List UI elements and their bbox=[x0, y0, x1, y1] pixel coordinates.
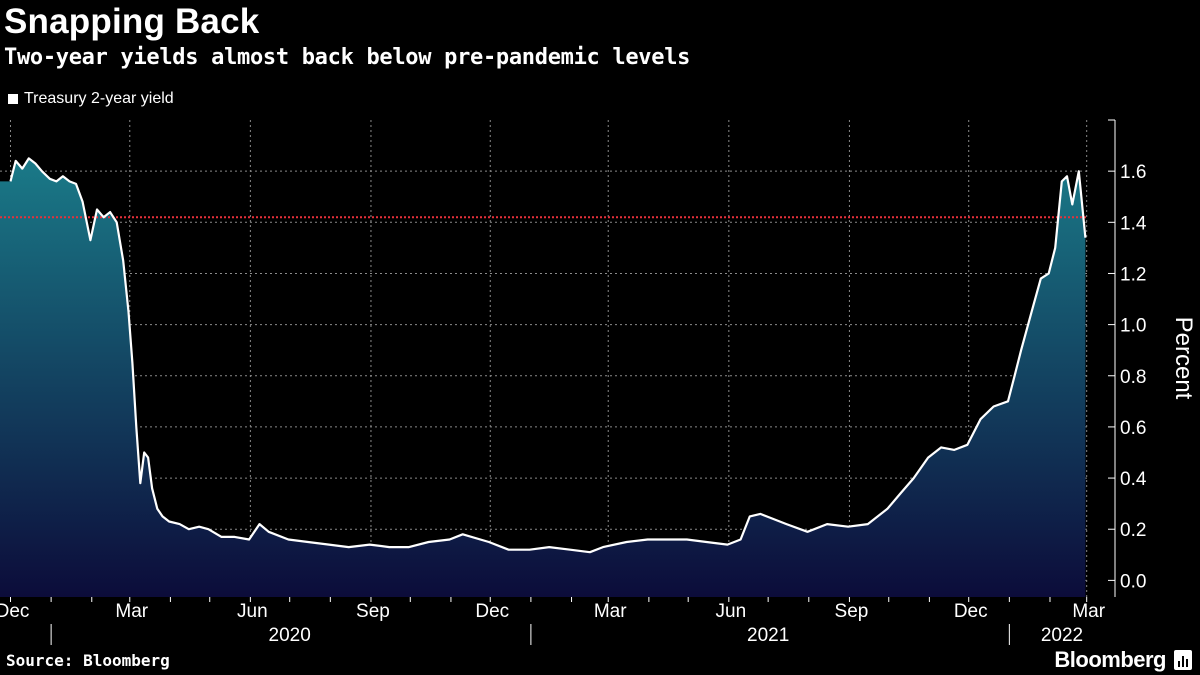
x-year-label: 2020 bbox=[269, 625, 311, 646]
y-tick-label: 0.6 bbox=[1120, 418, 1146, 439]
x-tick-label: Dec bbox=[954, 601, 988, 622]
x-year-label: 2022 bbox=[1041, 625, 1083, 646]
x-tick-label: Sep bbox=[356, 601, 390, 622]
x-year-label: 2021 bbox=[747, 625, 789, 646]
x-tick-label: Jun bbox=[716, 601, 747, 622]
legend-label: Treasury 2-year yield bbox=[24, 90, 174, 107]
y-axis-label: Percent bbox=[1170, 317, 1197, 400]
y-tick-label: 0.4 bbox=[1120, 469, 1147, 490]
y-tick-label: 1.0 bbox=[1120, 316, 1146, 337]
chart-subtitle: Two-year yields almost back below pre-pa… bbox=[4, 45, 691, 70]
y-tick-label: 0.8 bbox=[1120, 367, 1146, 388]
x-tick-label: Dec bbox=[475, 601, 509, 622]
chart-title: Snapping Back bbox=[4, 2, 260, 41]
x-tick-label: Mar bbox=[1072, 601, 1105, 622]
yield-area bbox=[0, 158, 1086, 597]
x-tick-label: Mar bbox=[594, 601, 627, 622]
legend: Treasury 2-year yield bbox=[8, 90, 174, 108]
x-tick-label: Jun bbox=[237, 601, 268, 622]
bloomberg-bars-icon bbox=[1174, 650, 1192, 670]
legend-swatch bbox=[8, 94, 18, 104]
x-tick-label: Sep bbox=[835, 601, 869, 622]
y-tick-label: 1.2 bbox=[1120, 264, 1146, 285]
source-note: Source: Bloomberg bbox=[6, 651, 170, 670]
y-tick-label: 0.0 bbox=[1120, 571, 1146, 592]
y-tick-label: 1.4 bbox=[1120, 213, 1147, 234]
yield-line bbox=[9, 157, 1087, 554]
y-tick-label: 1.6 bbox=[1120, 162, 1146, 183]
y-tick-label: 0.2 bbox=[1120, 520, 1146, 541]
x-tick-label: Mar bbox=[115, 601, 148, 622]
brand-logo: Bloomberg bbox=[1054, 647, 1166, 672]
x-tick-label: Dec bbox=[0, 601, 29, 622]
